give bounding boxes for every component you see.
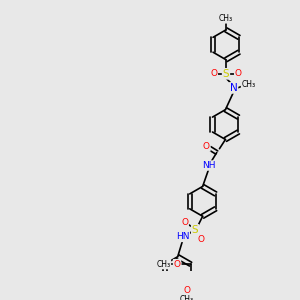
Text: CH₃: CH₃ bbox=[156, 260, 170, 269]
Text: HN: HN bbox=[176, 232, 189, 242]
Text: NH: NH bbox=[202, 161, 215, 170]
Text: N: N bbox=[230, 83, 238, 93]
Text: O: O bbox=[235, 69, 242, 78]
Text: CH₃: CH₃ bbox=[242, 80, 256, 89]
Text: O: O bbox=[173, 260, 181, 269]
Text: O: O bbox=[203, 142, 210, 151]
Text: O: O bbox=[210, 69, 217, 78]
Text: S: S bbox=[192, 225, 198, 235]
Text: CH₃: CH₃ bbox=[180, 295, 194, 300]
Text: S: S bbox=[223, 69, 229, 79]
Text: O: O bbox=[197, 235, 205, 244]
Text: O: O bbox=[181, 218, 188, 227]
Text: CH₃: CH₃ bbox=[219, 14, 233, 23]
Text: O: O bbox=[183, 286, 190, 295]
